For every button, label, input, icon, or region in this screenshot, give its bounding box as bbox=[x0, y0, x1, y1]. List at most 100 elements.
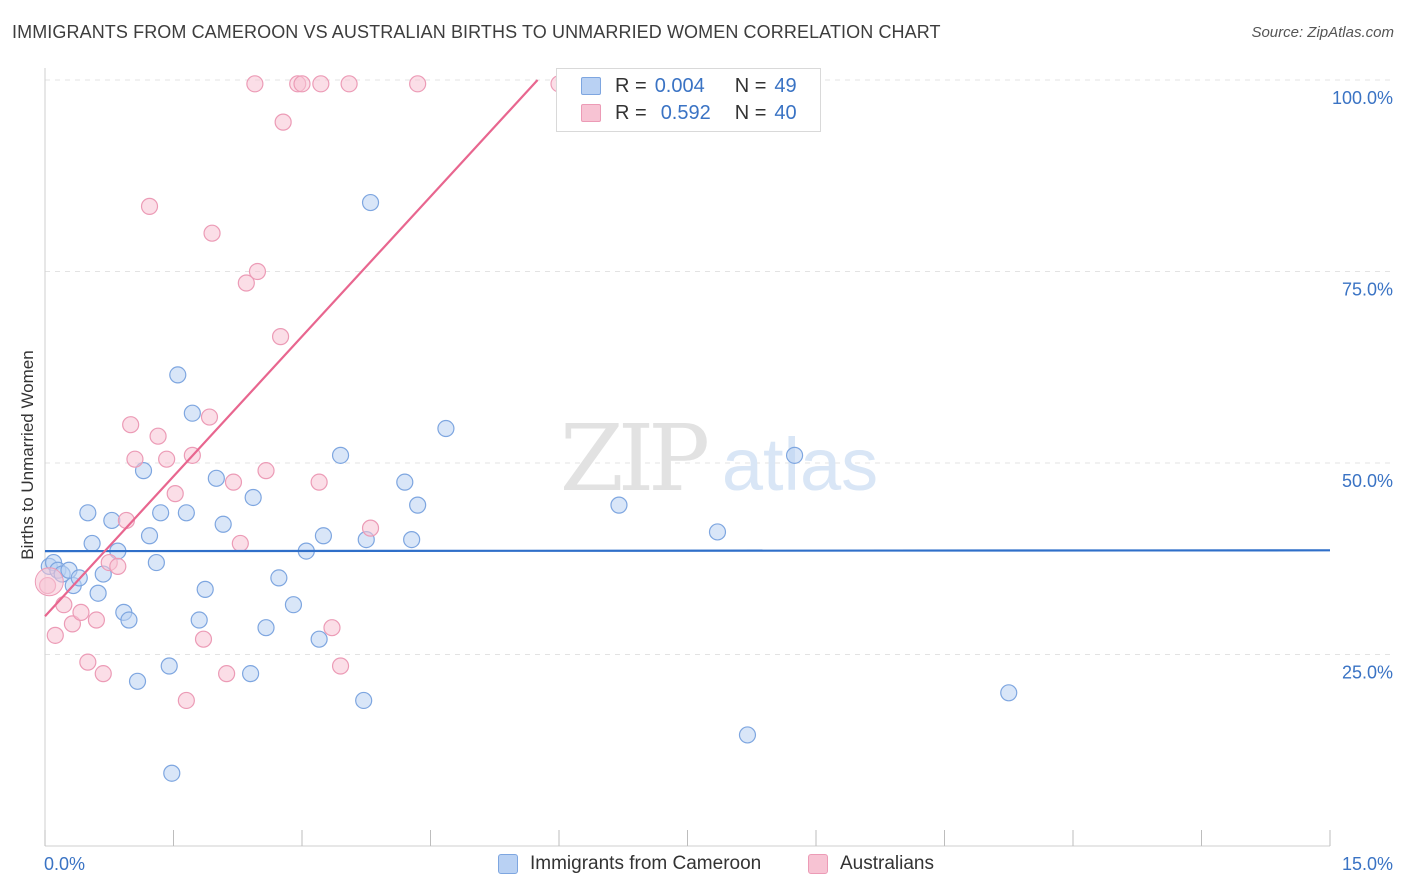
point-blue-37 bbox=[331, 446, 350, 464]
point-blue-8 bbox=[83, 534, 101, 553]
point-blue-9 bbox=[89, 584, 107, 602]
bottom-legend-blue: Immigrants from Cameroon bbox=[498, 850, 761, 878]
legend-row-pink: R = 0.592 N = 40 bbox=[581, 101, 797, 125]
point-pink-32 bbox=[293, 75, 311, 93]
point-pink-38 bbox=[361, 519, 380, 537]
point-pink-39 bbox=[409, 75, 427, 93]
point-blue-17 bbox=[140, 527, 159, 545]
legend-n-value-pink: 40 bbox=[774, 101, 797, 124]
point-blue-29 bbox=[244, 488, 262, 507]
point-blue-46 bbox=[708, 523, 727, 541]
source-label: Source: ZipAtlas.com bbox=[1251, 24, 1394, 41]
bottom-legend-swatch-pink bbox=[808, 854, 828, 874]
point-blue-41 bbox=[396, 473, 414, 491]
point-pink-6 bbox=[87, 611, 106, 629]
legend-r-value-blue: 0.004 bbox=[654, 74, 705, 97]
point-blue-45 bbox=[610, 496, 628, 514]
legend-r-label: R = bbox=[615, 101, 647, 124]
legend-row-blue: R = 0.004 N = 49 bbox=[581, 74, 797, 98]
point-blue-40 bbox=[361, 193, 380, 212]
point-blue-20 bbox=[160, 657, 178, 675]
point-blue-7 bbox=[79, 504, 97, 522]
point-pink-29 bbox=[271, 328, 290, 346]
point-pink-11 bbox=[126, 450, 144, 468]
point-pink-16 bbox=[166, 485, 184, 503]
point-pink-4 bbox=[72, 603, 90, 621]
point-pink-24 bbox=[231, 534, 249, 553]
legend-n-label: N = bbox=[734, 74, 767, 97]
point-blue-49 bbox=[1000, 684, 1018, 702]
point-pink-30 bbox=[274, 113, 292, 131]
point-blue-31 bbox=[257, 619, 275, 637]
y-axis-label: Births to Unmarried Women bbox=[18, 350, 37, 560]
x-tick-label-max: 15.0% bbox=[1342, 854, 1393, 874]
point-pink-5 bbox=[79, 653, 97, 671]
point-pink-34 bbox=[312, 75, 330, 93]
point-blue-48 bbox=[738, 726, 757, 744]
bottom-legend-pink: Australians bbox=[808, 850, 934, 878]
chart-title: IMMIGRANTS FROM CAMEROON VS AUSTRALIAN B… bbox=[12, 22, 941, 42]
x-tick-label-min: 0.0% bbox=[44, 854, 85, 874]
point-pink-13 bbox=[140, 197, 159, 215]
point-blue-30 bbox=[242, 665, 260, 683]
point-pink-23 bbox=[224, 473, 243, 491]
point-blue-23 bbox=[177, 504, 195, 522]
point-pink-3 bbox=[63, 615, 82, 633]
point-pink-9 bbox=[109, 557, 127, 576]
y-tick-label: 25.0% bbox=[1342, 663, 1393, 683]
bottom-legend-label-pink: Australians bbox=[840, 853, 934, 874]
point-blue-28 bbox=[214, 515, 232, 533]
trend-lines bbox=[44, 79, 1331, 617]
point-blue-38 bbox=[355, 691, 373, 710]
axes bbox=[44, 68, 1331, 847]
point-blue-25 bbox=[190, 611, 208, 629]
point-blue-44 bbox=[437, 419, 455, 438]
legend-n-label: N = bbox=[734, 101, 767, 124]
point-pink-cluster bbox=[34, 567, 64, 597]
point-pink-17 bbox=[177, 691, 195, 710]
point-pink-25 bbox=[237, 274, 255, 292]
point-blue-21 bbox=[163, 764, 181, 782]
grid-lines bbox=[45, 79, 1392, 655]
legend-n-value-blue: 49 bbox=[774, 74, 797, 97]
point-pink-26 bbox=[248, 262, 267, 281]
point-blue-33 bbox=[284, 596, 303, 614]
point-pink-21 bbox=[203, 224, 221, 242]
point-pink-36 bbox=[331, 657, 350, 675]
legend-r-value-pink: 0.592 bbox=[660, 101, 711, 124]
point-blue-15 bbox=[128, 672, 147, 690]
watermark-zip: ZIP bbox=[560, 405, 707, 512]
point-pink-7 bbox=[94, 665, 112, 683]
point-blue-11 bbox=[103, 511, 121, 530]
point-blue-26 bbox=[196, 580, 214, 598]
point-blue-27 bbox=[207, 469, 225, 487]
point-blue-22 bbox=[169, 366, 187, 384]
point-pink-35 bbox=[323, 619, 341, 637]
trend-line-blue bbox=[44, 549, 1331, 553]
bottom-legend-label-blue: Immigrants from Cameroon bbox=[530, 853, 762, 874]
point-blue-36 bbox=[314, 527, 333, 545]
point-pink-27 bbox=[257, 462, 275, 480]
point-pink-19 bbox=[194, 630, 213, 648]
legend-r-label: R = bbox=[615, 74, 647, 97]
point-blue-24 bbox=[183, 404, 201, 422]
point-pink-15 bbox=[158, 450, 176, 468]
point-blue-42 bbox=[403, 530, 421, 549]
point-blue-16 bbox=[134, 462, 153, 480]
point-blue-32 bbox=[270, 569, 288, 587]
point-blue-35 bbox=[310, 630, 328, 648]
bottom-legend-swatch-blue bbox=[498, 854, 518, 874]
point-pink-20 bbox=[200, 408, 219, 426]
point-pink-2 bbox=[55, 596, 73, 614]
point-pink-14 bbox=[149, 427, 167, 445]
y-tick-label: 75.0% bbox=[1342, 280, 1393, 300]
point-blue-14 bbox=[120, 611, 138, 629]
y-tick-label: 50.0% bbox=[1342, 471, 1393, 491]
trend-line-pink bbox=[44, 79, 539, 617]
point-blue-18 bbox=[147, 553, 165, 572]
point-blue-47 bbox=[785, 446, 804, 464]
point-blue-43 bbox=[409, 496, 427, 514]
point-pink-37 bbox=[340, 75, 358, 93]
point-pink-12 bbox=[122, 416, 140, 434]
